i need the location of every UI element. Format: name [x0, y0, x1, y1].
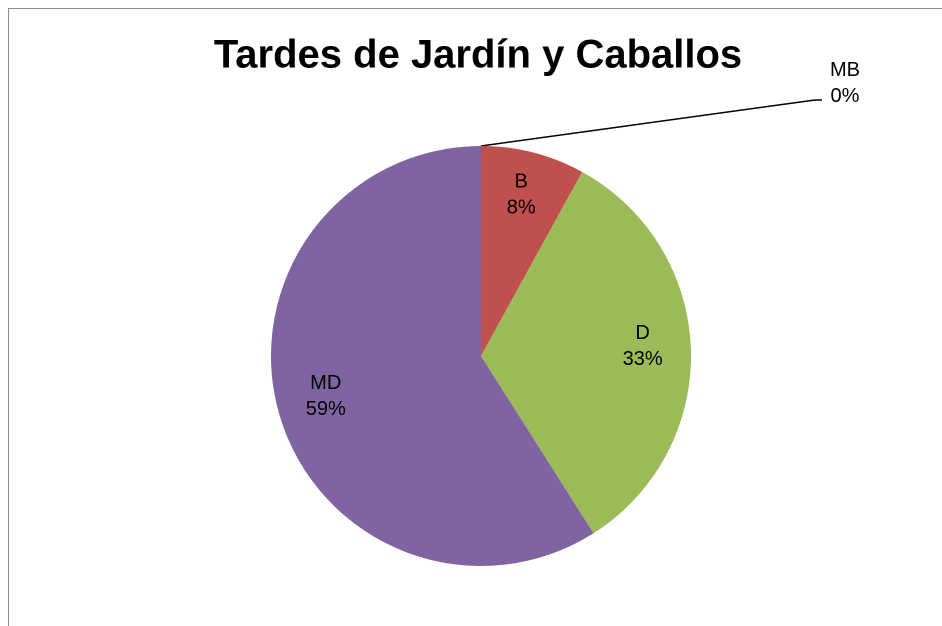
pie-slice [481, 146, 583, 356]
pie: MB 0% B 8% D 33% MD 59% [271, 59, 860, 566]
data-label: MB 0% [830, 59, 860, 107]
data-label: B 8% [507, 170, 536, 218]
data-label-value: 8% [507, 196, 536, 218]
data-label-value: 33% [623, 348, 663, 370]
data-label: D 33% [623, 322, 663, 370]
data-label-value: 0% [831, 85, 860, 107]
data-label-category: MB [830, 59, 860, 81]
pie-slice [481, 171, 691, 534]
leader-line [480, 99, 816, 147]
pie-slice [271, 146, 594, 566]
chart-title: Tardes de Jardín y Caballos [214, 33, 742, 77]
data-label-category: D [635, 322, 649, 344]
data-label: MD 59% [306, 372, 346, 420]
data-label-category: B [515, 170, 528, 192]
data-label-category: MD [310, 372, 341, 394]
data-label-value: 59% [306, 398, 346, 420]
